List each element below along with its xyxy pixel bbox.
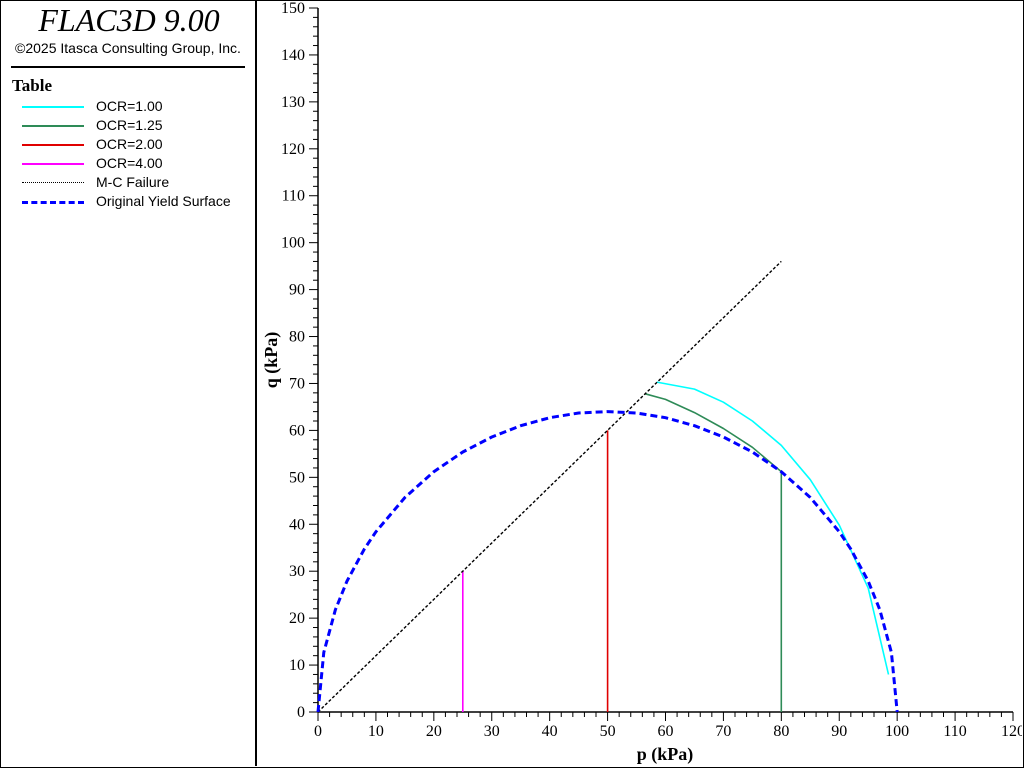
legend-item-ocr-4-00: OCR=4.00 (22, 154, 252, 173)
legend-item-ocr-1-25: OCR=1.25 (22, 116, 252, 135)
legend-label: OCR=1.25 (96, 117, 163, 133)
x-tick-label: 110 (943, 723, 966, 740)
series-m-c-failure (317, 260, 782, 713)
divider (11, 66, 245, 68)
y-tick-label: 40 (289, 516, 305, 533)
y-tick-label: 150 (281, 0, 305, 17)
legend-panel: FLAC3D 9.00 ©2025 Itasca Consulting Grou… (0, 0, 257, 766)
legend-label: OCR=4.00 (96, 155, 163, 171)
x-tick-label: 60 (658, 723, 674, 740)
x-tick-label: 80 (773, 723, 789, 740)
y-axis-label: q (kPa) (261, 332, 282, 389)
x-tick-label: 10 (368, 723, 384, 740)
y-tick-label: 90 (289, 282, 305, 299)
y-tick-label: 110 (282, 188, 305, 205)
legend-swatch (22, 125, 84, 127)
legend-swatch (22, 106, 84, 108)
series-original-yield-surface (316, 410, 899, 713)
legend-label: OCR=1.00 (96, 98, 163, 114)
series-ocr-1-25 (644, 393, 783, 712)
y-tick-label: 10 (289, 657, 305, 674)
y-tick-label: 70 (289, 375, 305, 392)
y-tick-label: 100 (281, 235, 305, 252)
y-tick-label: 50 (289, 469, 305, 486)
y-tick-label: 0 (297, 704, 305, 721)
y-tick-label: 20 (289, 610, 305, 627)
y-tick-label: 130 (281, 94, 305, 111)
legend-swatch (22, 144, 84, 146)
y-tick-label: 60 (289, 422, 305, 439)
legend-item-original-yield-surface: Original Yield Surface (22, 192, 252, 211)
app-title: FLAC3D 9.00 (38, 2, 220, 38)
y-tick-label: 140 (281, 47, 305, 64)
x-tick-label: 100 (885, 723, 909, 740)
legend-item-ocr-2-00: OCR=2.00 (22, 135, 252, 154)
x-tick-label: 120 (1001, 723, 1022, 740)
legend-label: Original Yield Surface (96, 193, 231, 209)
x-tick-label: 0 (314, 723, 322, 740)
legend-swatch (22, 182, 84, 183)
legend-title: Table (12, 76, 53, 95)
copyright-text: ©2025 Itasca Consulting Group, Inc. (15, 40, 241, 56)
x-tick-label: 90 (831, 723, 847, 740)
y-tick-label: 120 (281, 141, 305, 158)
legend-swatch (22, 201, 84, 204)
x-tick-label: 70 (715, 723, 731, 740)
legend-label: OCR=2.00 (96, 136, 163, 152)
series-ocr-1-00 (656, 381, 890, 675)
y-tick-label: 80 (289, 329, 305, 346)
legend-item-ocr-1-00: OCR=1.00 (22, 97, 252, 116)
x-tick-label: 50 (600, 723, 616, 740)
legend-swatch (22, 163, 84, 165)
y-tick-label: 30 (289, 563, 305, 580)
series-layer (316, 260, 899, 713)
axes: 0 10 20 30 40 50 60 70 80 90 100 110 120 0 10 20 30 40 50 6… (281, 0, 1022, 740)
x-tick-label: 40 (542, 723, 558, 740)
x-axis-label: p (kPa) (637, 744, 694, 765)
x-tick-label: 30 (484, 723, 500, 740)
legend-label: M-C Failure (96, 174, 170, 190)
chart-area: 0 10 20 30 40 50 60 70 80 90 100 110 120 0 10 20 30 40 50 6… (261, 0, 1022, 765)
x-tick-label: 20 (426, 723, 442, 740)
legend-item-mc-failure: M-C Failure (22, 173, 252, 192)
